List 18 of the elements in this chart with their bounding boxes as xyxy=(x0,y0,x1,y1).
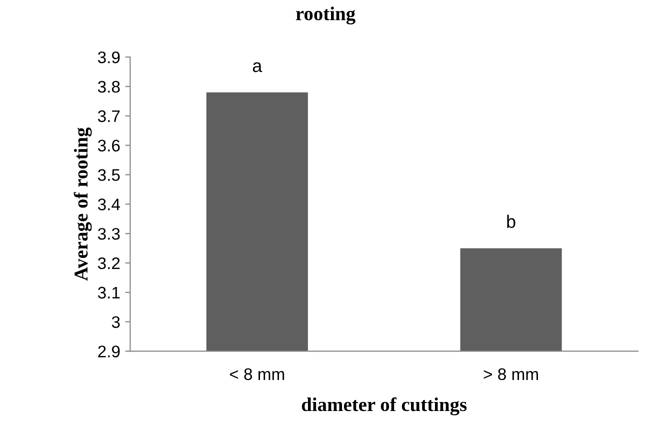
chart-title: rooting xyxy=(296,6,356,24)
y-tick-label: 3.5 xyxy=(98,169,120,181)
y-tick-label: 3.2 xyxy=(98,257,120,270)
y-axis-title: Average of rooting xyxy=(74,127,92,281)
y-tick-label: 3.3 xyxy=(98,228,120,240)
y-tick-label: 3.6 xyxy=(98,140,120,152)
annotation: b xyxy=(507,214,516,228)
y-tick-label: 3.8 xyxy=(98,80,120,93)
x-tick-label: < 8 mm xyxy=(230,368,284,380)
y-tick-label: 3.1 xyxy=(98,286,120,299)
y-tick-label: 2.9 xyxy=(98,346,120,358)
annotation: a xyxy=(252,62,262,72)
y-tick-label: 3.9 xyxy=(98,51,120,64)
x-tick-label: > 8 mm xyxy=(484,368,538,380)
y-tick-label: 3.7 xyxy=(98,110,120,122)
y-tick-label: 3 xyxy=(112,316,120,328)
x-axis-title: diameter of cuttings xyxy=(302,397,467,416)
y-tick-label: 3.4 xyxy=(98,198,120,210)
